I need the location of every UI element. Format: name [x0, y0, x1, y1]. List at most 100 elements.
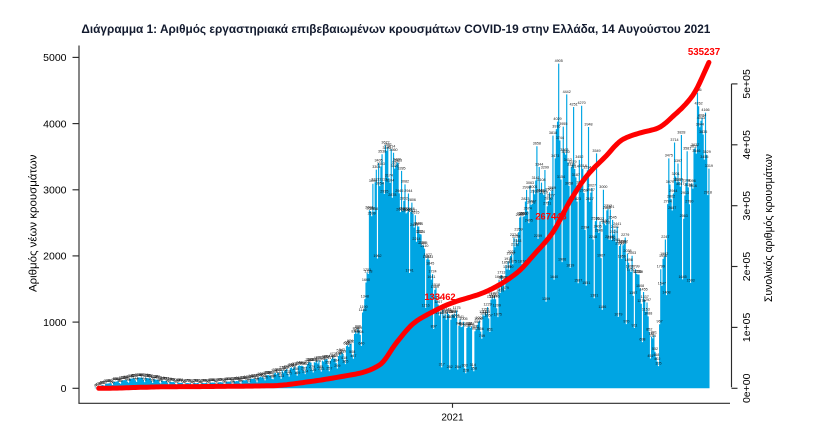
svg-text:3113: 3113 — [379, 178, 387, 182]
svg-text:2182: 2182 — [620, 239, 628, 243]
svg-text:69: 69 — [239, 379, 243, 383]
svg-text:2918: 2918 — [704, 191, 712, 195]
svg-text:1110: 1110 — [448, 310, 456, 314]
svg-text:33: 33 — [98, 382, 102, 386]
svg-text:78: 78 — [193, 379, 197, 383]
svg-text:388: 388 — [308, 358, 314, 362]
svg-text:1111: 1111 — [450, 310, 457, 314]
svg-text:1800: 1800 — [626, 265, 634, 269]
svg-text:2919: 2919 — [540, 191, 548, 195]
svg-text:3452: 3452 — [575, 155, 583, 159]
svg-text:80: 80 — [195, 378, 199, 382]
svg-text:2405: 2405 — [594, 225, 602, 229]
svg-text:1186: 1186 — [598, 305, 606, 309]
svg-text:910: 910 — [464, 324, 470, 328]
svg-text:1155: 1155 — [481, 307, 489, 311]
svg-text:108: 108 — [231, 377, 237, 381]
svg-text:477: 477 — [330, 352, 336, 356]
svg-text:1096: 1096 — [440, 311, 448, 315]
svg-text:3285: 3285 — [397, 166, 405, 170]
svg-text:1131: 1131 — [450, 309, 458, 313]
svg-text:1918: 1918 — [504, 257, 512, 261]
svg-text:146: 146 — [128, 374, 134, 378]
svg-text:970: 970 — [623, 320, 629, 324]
svg-text:1278: 1278 — [637, 299, 645, 303]
svg-text:3108: 3108 — [537, 178, 545, 182]
svg-text:339: 339 — [295, 361, 301, 365]
svg-text:2878: 2878 — [388, 193, 396, 197]
svg-text:417: 417 — [327, 356, 333, 360]
svg-text:825: 825 — [354, 329, 360, 333]
svg-text:165: 165 — [259, 373, 265, 377]
svg-text:305: 305 — [287, 364, 293, 368]
svg-text:896: 896 — [355, 324, 361, 328]
svg-text:808: 808 — [357, 330, 363, 334]
svg-text:236: 236 — [275, 368, 281, 372]
svg-text:119: 119 — [159, 376, 165, 380]
svg-text:432: 432 — [323, 355, 329, 359]
svg-text:52: 52 — [100, 380, 104, 384]
svg-text:1005: 1005 — [459, 317, 467, 321]
svg-text:163: 163 — [135, 373, 141, 377]
svg-text:1956: 1956 — [618, 254, 626, 258]
svg-text:862: 862 — [472, 327, 478, 331]
svg-text:1641: 1641 — [427, 275, 435, 279]
svg-text:2817: 2817 — [586, 197, 594, 201]
svg-text:2944: 2944 — [538, 189, 546, 193]
svg-text:891: 891 — [473, 325, 479, 329]
svg-text:3403: 3403 — [394, 159, 402, 163]
svg-text:1393: 1393 — [490, 292, 498, 296]
svg-text:2913: 2913 — [681, 191, 689, 195]
svg-text:84: 84 — [209, 378, 213, 382]
svg-text:1547: 1547 — [658, 281, 666, 285]
svg-text:1992: 1992 — [660, 252, 668, 256]
svg-text:1325: 1325 — [433, 296, 441, 300]
svg-text:1947: 1947 — [423, 255, 431, 259]
svg-text:3405: 3405 — [374, 158, 382, 162]
svg-text:153: 153 — [144, 374, 150, 378]
svg-text:0e+00: 0e+00 — [741, 373, 753, 403]
svg-text:93: 93 — [170, 378, 174, 382]
svg-text:347: 347 — [296, 361, 302, 365]
svg-text:3563: 3563 — [560, 148, 568, 152]
svg-text:3944: 3944 — [696, 123, 704, 127]
svg-text:115: 115 — [119, 376, 125, 380]
svg-text:1408: 1408 — [662, 291, 670, 295]
svg-text:2110: 2110 — [421, 244, 429, 248]
svg-text:100: 100 — [113, 377, 119, 381]
svg-text:141: 141 — [127, 374, 133, 378]
svg-text:109: 109 — [233, 377, 239, 381]
svg-text:3079: 3079 — [666, 180, 674, 184]
svg-text:101: 101 — [124, 377, 130, 381]
svg-text:4029: 4029 — [553, 117, 561, 121]
svg-text:109: 109 — [161, 377, 167, 381]
svg-text:468: 468 — [653, 353, 659, 357]
svg-text:1153: 1153 — [642, 307, 650, 311]
svg-text:2660: 2660 — [403, 208, 411, 212]
svg-text:262: 262 — [301, 366, 307, 370]
svg-text:3617: 3617 — [690, 144, 698, 148]
svg-text:3714: 3714 — [670, 138, 678, 142]
svg-text:2463: 2463 — [602, 221, 610, 225]
svg-text:284: 284 — [455, 365, 461, 369]
svg-text:74: 74 — [230, 379, 234, 383]
svg-text:2830: 2830 — [544, 196, 552, 200]
svg-text:1999: 1999 — [506, 251, 514, 255]
svg-text:225: 225 — [271, 369, 277, 373]
svg-text:Συνολικός αριθμός κρουσμάτων: Συνολικός αριθμός κρουσμάτων — [763, 154, 775, 302]
svg-text:2666: 2666 — [407, 207, 415, 211]
svg-text:2132: 2132 — [511, 243, 519, 247]
svg-text:1518: 1518 — [432, 283, 440, 287]
svg-text:343: 343 — [299, 361, 305, 365]
svg-text:1600: 1600 — [362, 278, 370, 282]
svg-text:46: 46 — [101, 381, 105, 385]
svg-text:292: 292 — [284, 364, 290, 368]
svg-text:3113: 3113 — [371, 178, 379, 182]
svg-text:2248: 2248 — [589, 235, 597, 239]
svg-text:135: 135 — [247, 375, 253, 379]
svg-text:123: 123 — [240, 376, 246, 380]
svg-text:1757: 1757 — [627, 267, 635, 271]
svg-text:279: 279 — [309, 365, 315, 369]
svg-text:1115: 1115 — [479, 310, 487, 314]
svg-text:924: 924 — [458, 323, 464, 327]
